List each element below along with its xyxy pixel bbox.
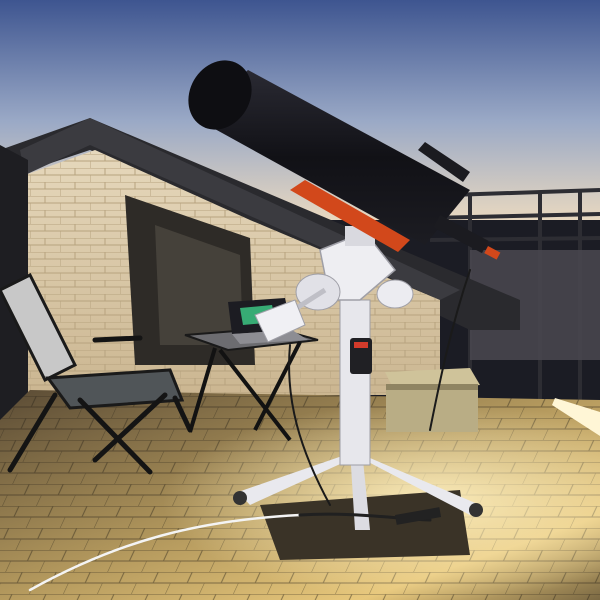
hand-controller bbox=[350, 338, 372, 374]
door-glass bbox=[155, 225, 243, 345]
dovetail-bar bbox=[290, 180, 410, 252]
chair-backrest bbox=[0, 272, 78, 383]
finder-scope bbox=[418, 142, 501, 260]
cooler-box bbox=[385, 368, 480, 432]
telescope-tube bbox=[188, 60, 470, 252]
floor-light-glow bbox=[0, 380, 600, 600]
counterweight bbox=[254, 299, 306, 343]
cables bbox=[28, 269, 471, 592]
tripod bbox=[233, 450, 483, 530]
mount-column bbox=[339, 299, 371, 466]
floor-light-bar bbox=[552, 398, 600, 436]
power-strip bbox=[395, 507, 442, 525]
chair-seat bbox=[45, 368, 185, 410]
folding-chair bbox=[0, 272, 193, 475]
